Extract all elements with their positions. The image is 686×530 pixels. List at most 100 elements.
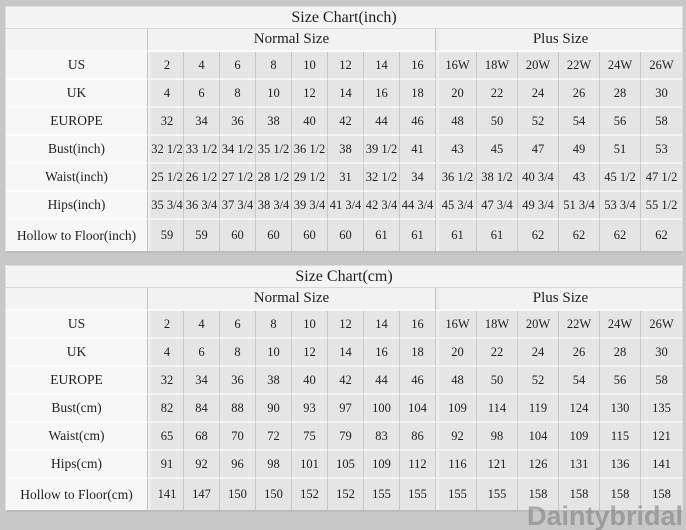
row-label-uk: UK xyxy=(6,339,148,367)
size-cell: 25 1/2 xyxy=(148,164,184,192)
size-chart-inch: Size Chart(inch) Normal Size Plus Size US 2 4… xyxy=(5,6,683,253)
size-cell: 34 1/2 xyxy=(220,136,256,164)
size-cell: 90 xyxy=(256,395,292,423)
size-cell: 6 xyxy=(184,339,220,367)
size-cell: 27 1/2 xyxy=(220,164,256,192)
size-cell: 18 xyxy=(400,80,436,108)
size-cell: 44 xyxy=(364,108,400,136)
size-cell: 42 3/4 xyxy=(364,192,400,220)
size-cell: 126 xyxy=(518,451,559,479)
size-cell: 92 xyxy=(184,451,220,479)
size-cell: 65 xyxy=(148,423,184,451)
size-cell: 4 xyxy=(184,52,220,80)
size-cell: 26 1/2 xyxy=(184,164,220,192)
size-cell: 141 xyxy=(148,479,184,510)
group-header-plus-size: Plus Size xyxy=(436,29,683,52)
size-cell: 136 xyxy=(600,451,641,479)
size-cell: 32 xyxy=(148,367,184,395)
size-cell: 6 xyxy=(220,52,256,80)
row-label-waist-inch: Waist(inch) xyxy=(6,164,148,192)
size-cell: 8 xyxy=(220,80,256,108)
size-cell: 12 xyxy=(292,80,328,108)
size-cell: 131 xyxy=(559,451,600,479)
size-cell: 31 xyxy=(328,164,364,192)
size-cell: 47 xyxy=(518,136,559,164)
size-cell: 34 xyxy=(184,108,220,136)
size-cell: 30 xyxy=(641,80,683,108)
size-cell: 2 xyxy=(148,311,184,339)
corner-cell xyxy=(6,29,148,52)
size-cell: 4 xyxy=(148,339,184,367)
size-cell: 24W xyxy=(600,52,641,80)
size-cell: 82 xyxy=(148,395,184,423)
row-label-hips-inch: Hips(inch) xyxy=(6,192,148,220)
row-label-europe: EUROPE xyxy=(6,108,148,136)
size-chart-table-cm: Size Chart(cm) Normal Size Plus Size US 2 4 6 8… xyxy=(6,266,683,510)
row-label-hips-cm: Hips(cm) xyxy=(6,451,148,479)
size-cell: 36 xyxy=(220,367,256,395)
size-cell: 54 xyxy=(559,108,600,136)
size-cell: 35 3/4 xyxy=(148,192,184,220)
size-cell: 32 1/2 xyxy=(364,164,400,192)
size-cell: 104 xyxy=(400,395,436,423)
row-label-uk: UK xyxy=(6,80,148,108)
size-cell: 61 xyxy=(436,220,477,251)
size-cell: 155 xyxy=(436,479,477,510)
size-cell: 37 3/4 xyxy=(220,192,256,220)
size-chart-table-inch: Size Chart(inch) Normal Size Plus Size US 2 4… xyxy=(6,7,683,251)
size-cell: 26 xyxy=(559,80,600,108)
size-cell: 96 xyxy=(220,451,256,479)
size-cell: 124 xyxy=(559,395,600,423)
size-cell: 150 xyxy=(256,479,292,510)
size-cell: 6 xyxy=(220,311,256,339)
size-cell: 22 xyxy=(477,80,518,108)
size-cell: 49 xyxy=(559,136,600,164)
size-cell: 109 xyxy=(559,423,600,451)
size-cell: 158 xyxy=(641,479,683,510)
size-cell: 48 xyxy=(436,108,477,136)
size-cell: 40 3/4 xyxy=(518,164,559,192)
size-cell: 52 xyxy=(518,108,559,136)
size-cell: 20W xyxy=(518,52,559,80)
size-cell: 16W xyxy=(436,311,477,339)
size-cell: 22W xyxy=(559,311,600,339)
size-cell: 56 xyxy=(600,367,641,395)
size-cell: 39 3/4 xyxy=(292,192,328,220)
size-cell: 36 1/2 xyxy=(436,164,477,192)
table-row-hips-inch: Hips(inch) 35 3/4 36 3/4 37 3/4 38 3/4 39 3/4… xyxy=(6,192,683,220)
size-cell: 59 xyxy=(148,220,184,251)
size-cell: 101 xyxy=(292,451,328,479)
size-cell: 84 xyxy=(184,395,220,423)
size-cell: 22W xyxy=(559,52,600,80)
size-cell: 100 xyxy=(364,395,400,423)
size-cell: 40 xyxy=(292,108,328,136)
group-header-normal-size: Normal Size xyxy=(148,288,436,311)
size-cell: 10 xyxy=(256,339,292,367)
size-cell: 150 xyxy=(220,479,256,510)
row-label-us: US xyxy=(6,311,148,339)
table-row-us: US 2 4 6 8 10 12 14 16 16W 18W 20W 22W 24W 26W xyxy=(6,52,683,80)
size-cell: 79 xyxy=(328,423,364,451)
size-cell: 56 xyxy=(600,108,641,136)
table-row-waist-cm: Waist(cm) 65 68 70 72 75 79 83 86 92 98 104 109 115 12… xyxy=(6,423,683,451)
size-cell: 30 xyxy=(641,339,683,367)
size-cell: 83 xyxy=(364,423,400,451)
size-cell: 18 xyxy=(400,339,436,367)
size-cell: 141 xyxy=(641,451,683,479)
size-cell: 46 xyxy=(400,108,436,136)
size-cell: 34 xyxy=(184,367,220,395)
size-cell: 61 xyxy=(400,220,436,251)
size-cell: 147 xyxy=(184,479,220,510)
size-cell: 47 1/2 xyxy=(641,164,683,192)
size-cell: 97 xyxy=(328,395,364,423)
size-cell: 155 xyxy=(364,479,400,510)
table-row-hollow-to-floor-inch: Hollow to Floor(inch) 59 59 60 60 60 60 61 61 61 6… xyxy=(6,220,683,251)
table-title: Size Chart(cm) xyxy=(6,266,683,288)
size-cell: 86 xyxy=(400,423,436,451)
size-cell: 14 xyxy=(328,339,364,367)
size-cell: 43 xyxy=(436,136,477,164)
size-cell: 121 xyxy=(641,423,683,451)
size-cell: 28 1/2 xyxy=(256,164,292,192)
size-cell: 6 xyxy=(184,80,220,108)
